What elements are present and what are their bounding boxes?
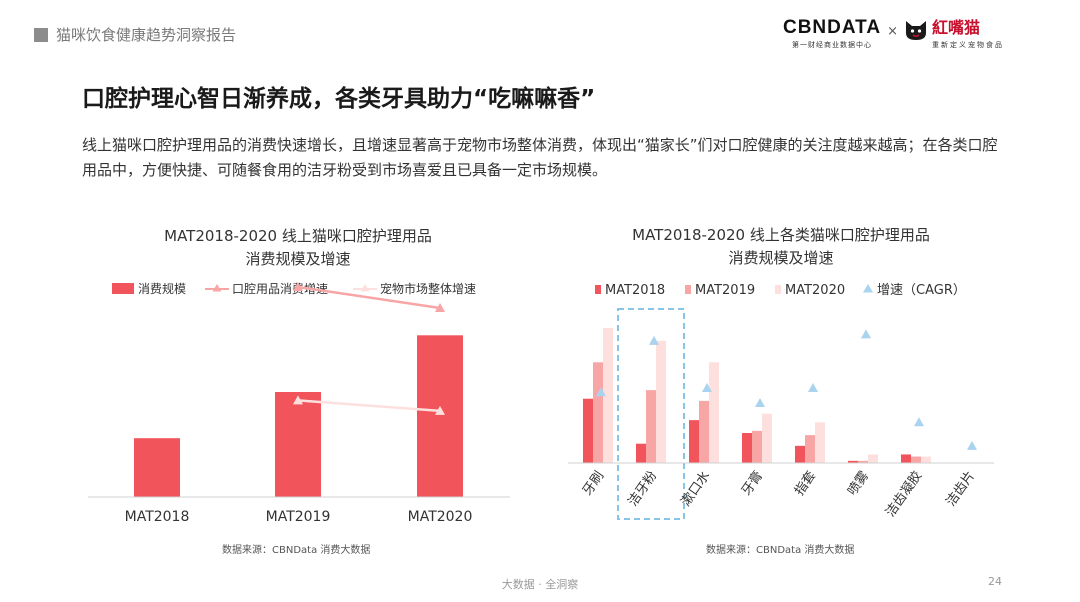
slide-description: 线上猫咪口腔护理用品的消费快速增长，且增速显著高于宠物市场整体消费，体现出“猫家… xyxy=(82,136,998,179)
chart1-line-market-growth xyxy=(297,399,441,413)
legend-label-mat2019: MAT2019 xyxy=(695,283,755,298)
brand-separator: × xyxy=(887,24,898,39)
footer-slogan: 大数据 · 全洞察 xyxy=(501,578,579,591)
chart1-marker-market-growth-1 xyxy=(435,405,445,415)
chart1-xtick-label: MAT2019 xyxy=(266,509,331,525)
legend-label-market-growth: 宠物市场整体增速 xyxy=(380,281,476,296)
chart2-bar-mat2020-0 xyxy=(603,328,613,463)
chart1-marker-oral-growth-1 xyxy=(435,303,445,312)
chart2-source: 数据来源：CBNData 消费大数据 xyxy=(706,545,855,556)
chart2-bar-mat2018-2 xyxy=(689,420,699,463)
legend-label-oral-growth: 口腔用品消费增速 xyxy=(232,281,328,296)
chart1-bar-MAT2020 xyxy=(417,335,463,497)
chart2-bar-mat2019-5 xyxy=(858,460,868,463)
legend-swatch-consumption xyxy=(112,283,134,294)
report-title: 猫咪饮食健康趋势洞察报告 xyxy=(56,26,237,44)
chart2-bar-mat2018-6 xyxy=(901,454,911,463)
chart1-bar-MAT2018 xyxy=(134,438,180,497)
chart2-bar-mat2018-4 xyxy=(795,445,805,463)
chart2-bar-mat2019-2 xyxy=(699,400,709,463)
chart2-cagr-marker-5 xyxy=(861,329,871,339)
chart2-bar-mat2020-4 xyxy=(815,422,825,463)
chart2-xtick-label: 牙膏 xyxy=(738,468,766,498)
chart2-bar-mat2018-3 xyxy=(742,433,752,463)
chart1-source: 数据来源：CBNData 消费大数据 xyxy=(222,545,371,556)
chart2-xtick-label: 喷雾 xyxy=(845,469,872,499)
chart2-xtick-label: 洁齿凝胶 xyxy=(882,468,925,520)
chart1-title: MAT2018-2020 线上猫咪口腔护理用品 xyxy=(164,227,432,245)
chart2-cagr-marker-7 xyxy=(967,440,977,450)
legend-marker-cagr xyxy=(863,284,873,293)
chart2-bar-mat2020-2 xyxy=(709,362,719,463)
chart2-cagr-marker-2 xyxy=(702,383,712,392)
chart2-bar-mat2020-3 xyxy=(762,413,772,463)
chart1-marker-market-growth-0 xyxy=(293,395,303,405)
chart2-xtick-label: 洁牙粉 xyxy=(626,469,661,510)
chart1-xtick-label: MAT2018 xyxy=(125,509,190,525)
cat-head-icon xyxy=(906,21,926,40)
hongzuimao-logo: 紅嘴猫 重新定义宠物食品 xyxy=(932,18,1004,50)
chart2-bar-mat2019-1 xyxy=(646,390,656,463)
chart2-legend: MAT2018 MAT2019 MAT2020 增速（CAGR） xyxy=(595,283,966,298)
legend-label-mat2020: MAT2020 xyxy=(785,283,845,298)
chart1-marker-oral-growth-0 xyxy=(293,282,303,291)
chart2-xtick-label: 牙刷 xyxy=(580,469,607,499)
chart2-bar-mat2019-6 xyxy=(911,456,921,463)
chart2-bar-mat2020-1 xyxy=(656,340,666,463)
legend-swatch-mat2018 xyxy=(595,285,601,294)
chart2-bar-mat2019-3 xyxy=(752,430,762,463)
chart2-bar-mat2018-5 xyxy=(848,460,858,463)
chart1-subtitle: 消费规模及增速 xyxy=(245,250,350,268)
chart2-subtitle: 消费规模及增速 xyxy=(728,249,833,267)
slide-title: 口腔护理心智日渐养成，各类牙具助力“吃嘛嘛香” xyxy=(82,86,596,112)
chart2-highlight-box xyxy=(617,308,685,520)
chart2-xtick-label: 指套 xyxy=(791,468,819,498)
chart1-line-oral-growth xyxy=(297,285,441,310)
chart2-bar-mat2018-0 xyxy=(583,398,593,463)
chart2-bar-mat2020-6 xyxy=(921,456,931,463)
brand-logos: CBNDATA 第一财经商业数据中心 × 紅嘴猫 重新定义宠物食品 xyxy=(783,18,1004,50)
legend-label-consumption: 消费规模 xyxy=(138,281,186,296)
chart2-title: MAT2018-2020 线上各类猫咪口腔护理用品 xyxy=(632,226,930,244)
report-tag-square-icon xyxy=(34,27,48,42)
chart1-xtick-label: MAT2020 xyxy=(408,509,473,525)
chart2-bar-mat2019-0 xyxy=(593,362,603,463)
chart2-cagr-marker-3 xyxy=(755,398,765,407)
chart2-bar-mat2018-1 xyxy=(636,443,646,463)
report-tag: 猫咪饮食健康趋势洞察报告 xyxy=(34,24,236,45)
cbndata-subtitle: 第一财经商业数据中心 xyxy=(792,41,873,49)
chart1-legend: 消费规模 口腔用品消费增速 宠物市场整体增速 xyxy=(112,281,476,296)
hongzuimao-subtitle: 重新定义宠物食品 xyxy=(932,41,1004,49)
chart2-xtick-label: 洁齿片 xyxy=(944,469,979,510)
chart1-bar-MAT2019 xyxy=(275,392,321,497)
chart2-cagr-marker-1 xyxy=(649,335,659,345)
hongzuimao-wordmark: 紅嘴猫 xyxy=(932,18,981,37)
cbndata-wordmark: CBNDATA xyxy=(782,17,882,38)
cbndata-logo: CBNDATA 第一财经商业数据中心 xyxy=(783,18,881,50)
legend-marker-market-growth xyxy=(360,284,370,292)
page-number: 24 xyxy=(988,575,1002,588)
legend-swatch-mat2020 xyxy=(775,285,781,294)
chart2-bar-mat2020-5 xyxy=(868,454,878,463)
legend-label-cagr: 增速（CAGR） xyxy=(877,283,966,298)
chart2-bar-mat2019-4 xyxy=(805,435,815,463)
chart2-cagr-marker-0 xyxy=(596,387,606,397)
chart2-cagr-marker-4 xyxy=(808,383,818,392)
legend-label-mat2018: MAT2018 xyxy=(605,283,665,298)
legend-swatch-mat2019 xyxy=(685,285,691,294)
legend-marker-oral-growth xyxy=(212,284,222,292)
chart2-cagr-marker-6 xyxy=(914,417,924,427)
